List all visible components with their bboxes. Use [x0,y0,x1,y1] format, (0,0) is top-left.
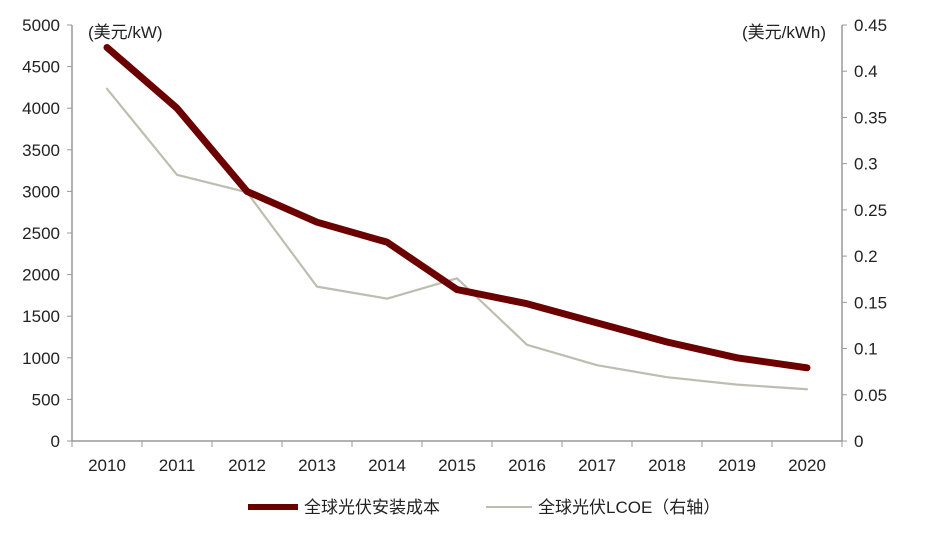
right-axis-tick-label: 0.2 [854,247,878,266]
left-axis-tick-label: 3000 [22,182,60,201]
right-axis-tick-label: 0.35 [854,108,887,127]
legend: 全球光伏安装成本 全球光伏LCOE（右轴） [248,498,720,517]
left-axis-unit-label: (美元/kW) [88,23,163,42]
left-axis-tick-label: 1000 [22,349,60,368]
right-axis-unit-label: (美元/kWh) [742,23,826,42]
left-axis-tick-label: 2500 [22,224,60,243]
x-axis-tick-label: 2010 [88,456,126,475]
right-axis-tick-label: 0.4 [854,62,878,81]
left-axis-tick-label: 500 [32,390,60,409]
right-axis-tick-label: 0.15 [854,293,887,312]
series-line-install-cost [107,47,807,367]
left-axis-tick-label: 1500 [22,307,60,326]
left-axis-tick-label: 5000 [22,16,60,35]
x-axis-tick-label: 2013 [298,456,336,475]
right-axis-tick-label: 0 [854,432,863,451]
x-axis-tick-label: 2018 [648,456,686,475]
x-axis-tick-label: 2017 [578,456,616,475]
x-axis-tick-label: 2019 [718,456,756,475]
x-axis-tick-label: 2015 [438,456,476,475]
right-axis-tick-label: 0.45 [854,16,887,35]
series-line-lcoe [107,89,807,389]
right-axis-tick-label: 0.1 [854,340,878,359]
x-axis-tick-label: 2020 [788,456,826,475]
legend-label-install-cost: 全球光伏安装成本 [304,498,440,517]
x-axis-tick-label: 2011 [159,456,196,475]
x-axis-tick-label: 2014 [368,456,406,475]
right-axis-tick-label: 0.25 [854,201,887,220]
left-axis-tick-label: 4500 [22,58,60,77]
left-axis-tick-label: 2000 [22,266,60,285]
left-axis-tick-label: 0 [51,432,60,451]
right-axis-tick-label: 0.3 [854,155,878,174]
left-axis-tick-label: 3500 [22,141,60,160]
right-axis-tick-label: 0.05 [854,386,887,405]
left-axis-tick-label: 4000 [22,99,60,118]
x-axis-tick-label: 2016 [508,456,546,475]
legend-label-lcoe: 全球光伏LCOE（右轴） [538,498,720,517]
x-axis-tick-label: 2012 [228,456,266,475]
